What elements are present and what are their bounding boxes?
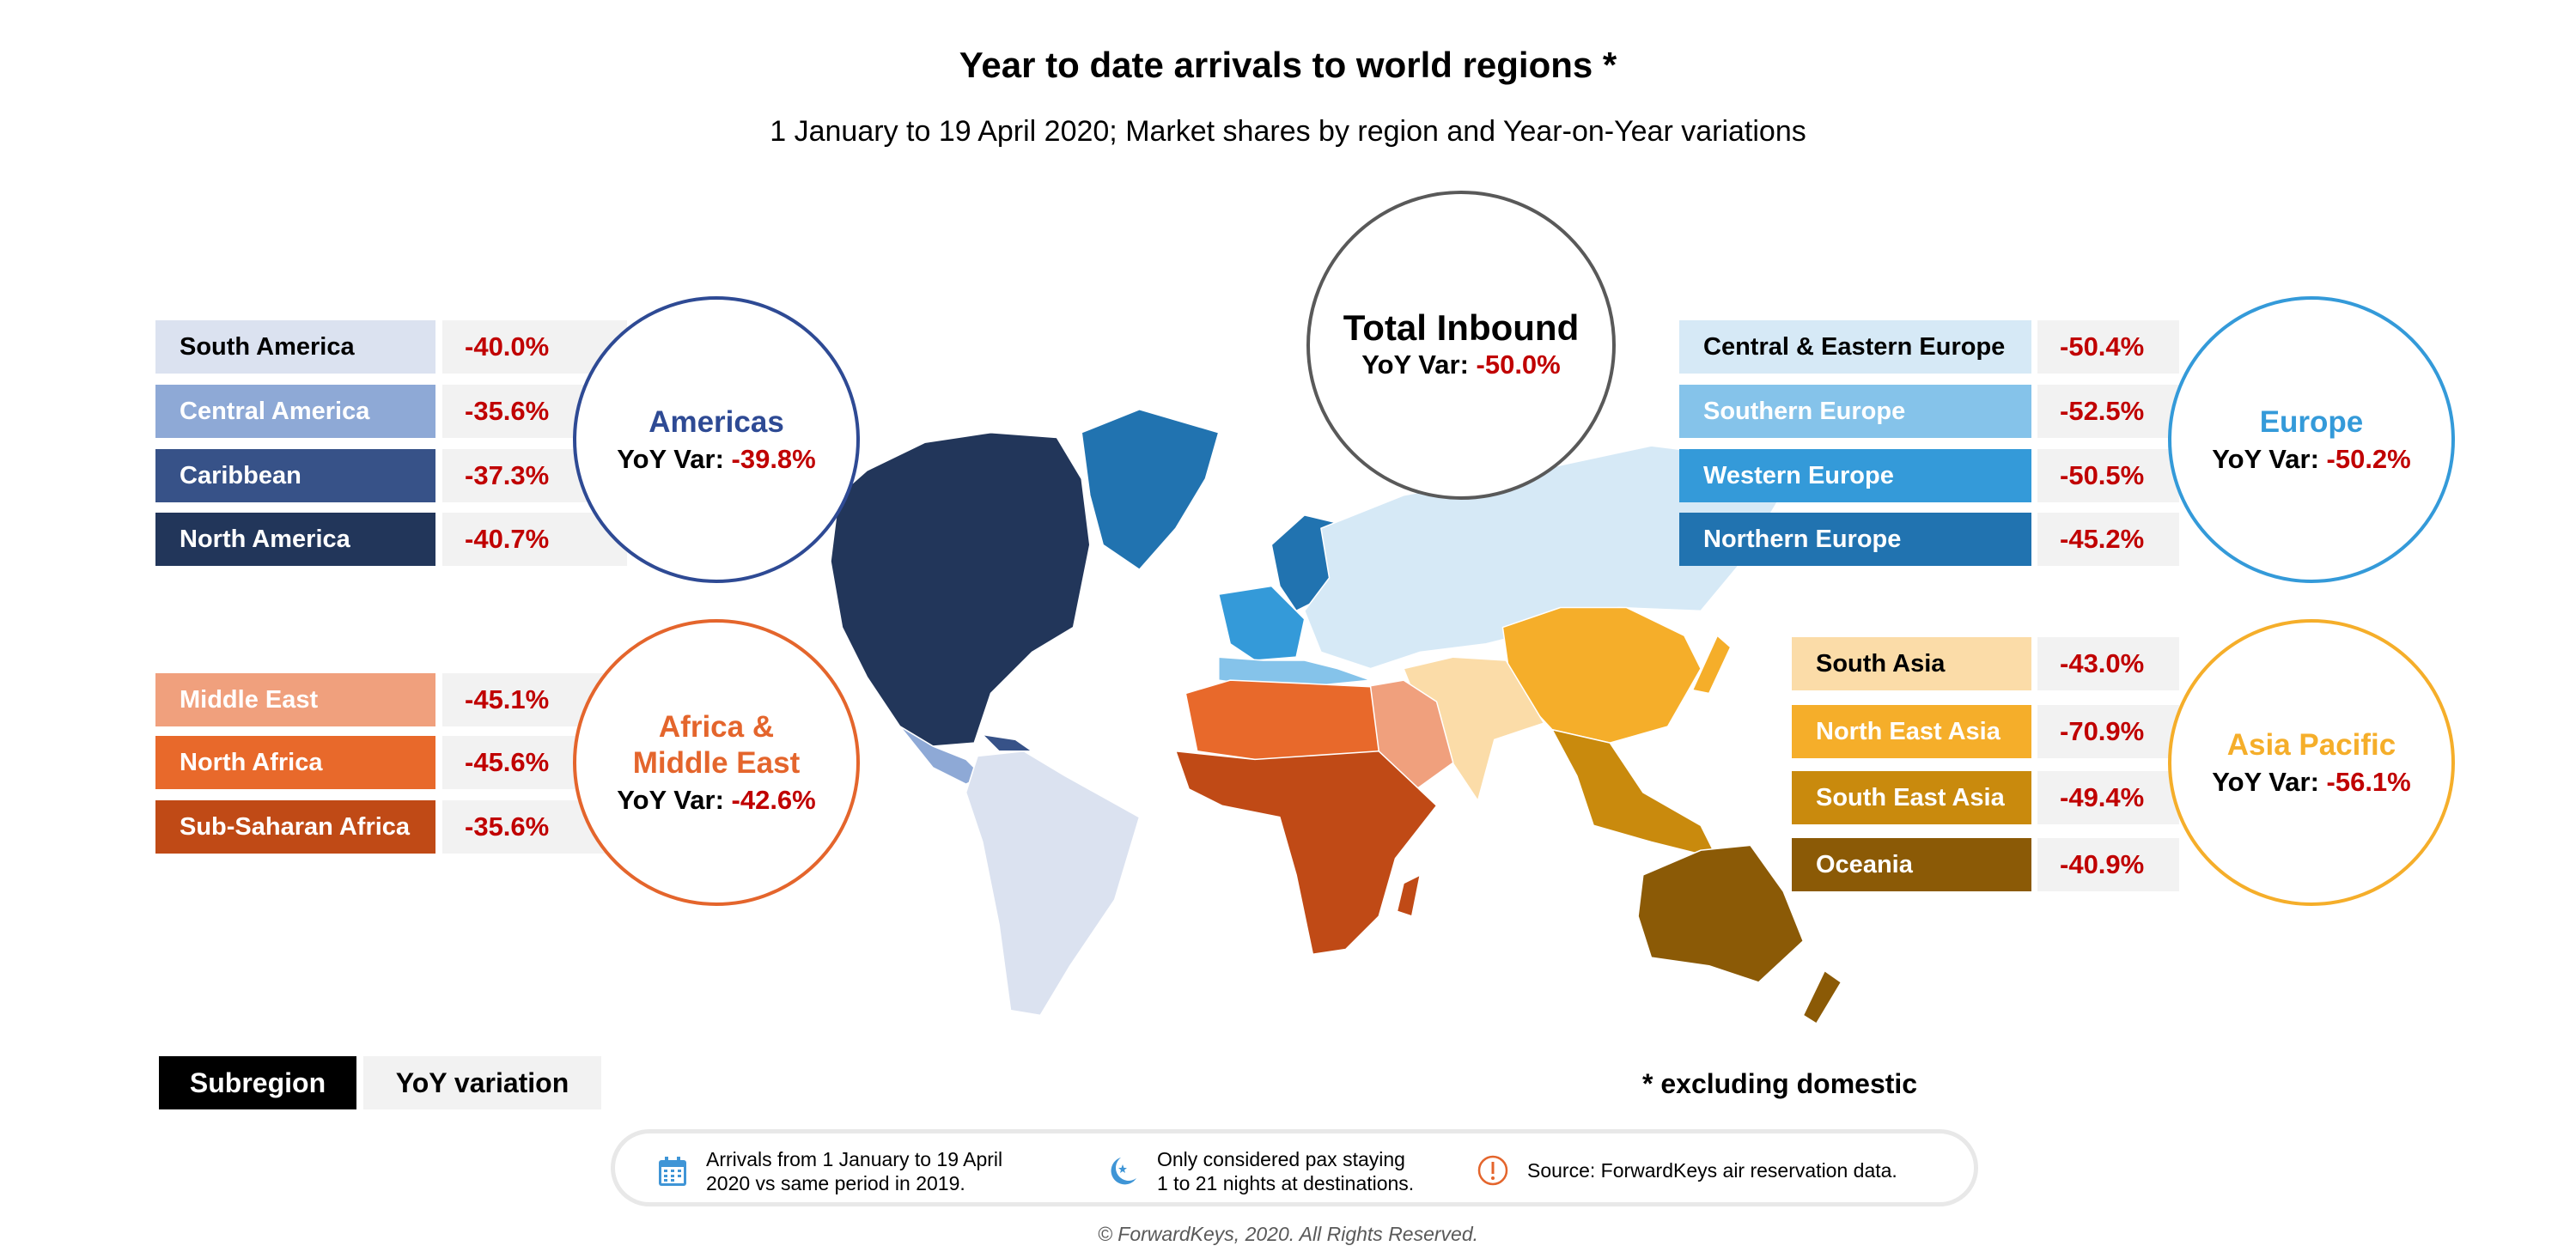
footer-item-dates: Arrivals from 1 January to 19 April 2020 …	[658, 1147, 1002, 1195]
subregion-yoy-value: -50.4%	[2037, 320, 2179, 374]
subregion-label: Middle East	[155, 673, 435, 726]
subregion-label: Central & Eastern Europe	[1679, 320, 2031, 374]
subregion-label: Northern Europe	[1679, 513, 2031, 566]
subregion-label: North East Asia	[1792, 705, 2031, 758]
subregion-label: South Asia	[1792, 637, 2031, 690]
map-sub-saharan-africa	[1175, 751, 1438, 956]
europe-label: Europe	[2259, 405, 2364, 439]
map-madagascar	[1396, 874, 1422, 917]
moon-star-icon	[1111, 1158, 1136, 1185]
asia-pacific-circle: Asia Pacific YoY Var: -56.1%	[2168, 619, 2455, 906]
subregion-yoy-value: -52.5%	[2037, 385, 2179, 438]
footer-item-source: Source: ForwardKeys air reservation data…	[1477, 1155, 1897, 1186]
asia-pacific-yoy: YoY Var: -56.1%	[2212, 767, 2411, 797]
americas-circle: Americas YoY Var: -39.8%	[573, 296, 860, 583]
americas-yoy: YoY Var: -39.8%	[617, 444, 816, 474]
footer-stay-line1: Only considered pax staying	[1157, 1148, 1405, 1170]
africa-middle-east-circle: Africa & Middle East YoY Var: -42.6%	[573, 619, 860, 906]
footer-info-box: Arrivals from 1 January to 19 April 2020 …	[611, 1129, 1978, 1206]
footer-source-text: Source: ForwardKeys air reservation data…	[1527, 1159, 1897, 1182]
americas-label: Americas	[649, 405, 784, 439]
total-inbound-label: Total Inbound	[1343, 307, 1580, 348]
map-south-east-asia	[1551, 729, 1719, 860]
subregion-label: Caribbean	[155, 449, 435, 502]
subregion-label: Sub-Saharan Africa	[155, 800, 435, 854]
subregion-label: North Africa	[155, 736, 435, 789]
subregion-label: South East Asia	[1792, 771, 2031, 824]
subregion-label: North America	[155, 513, 435, 566]
subregion-yoy-value: -49.4%	[2037, 771, 2179, 824]
subregion-yoy-value: -43.0%	[2037, 637, 2179, 690]
total-inbound-circle: Total Inbound YoY Var: -50.0%	[1306, 191, 1616, 500]
subregion-yoy-value: -40.9%	[2037, 838, 2179, 891]
subregion-label: South America	[155, 320, 435, 374]
subregion-yoy-value: -70.9%	[2037, 705, 2179, 758]
subregion-label: Western Europe	[1679, 449, 2031, 502]
map-japan	[1691, 635, 1732, 695]
africa-me-yoy: YoY Var: -42.6%	[617, 785, 816, 815]
subregion-label: Central America	[155, 385, 435, 438]
excluding-domestic-note: * excluding domestic	[1642, 1068, 1918, 1099]
subregion-label: Oceania	[1792, 838, 2031, 891]
calendar-icon	[659, 1157, 686, 1186]
footer-item-stay: Only considered pax staying 1 to 21 night…	[1109, 1147, 1414, 1195]
footer-dates-line2: 2020 vs same period in 2019.	[706, 1172, 965, 1194]
europe-yoy: YoY Var: -50.2%	[2212, 444, 2411, 474]
subregion-yoy-value: -45.2%	[2037, 513, 2179, 566]
subregion-label: Southern Europe	[1679, 385, 2031, 438]
exclamation-circle-icon	[1477, 1155, 1508, 1186]
map-oceania	[1637, 844, 1805, 983]
legend-subregion: Subregion	[159, 1056, 356, 1109]
map-western-europe	[1217, 585, 1306, 661]
footer-stay-line2: 1 to 21 nights at destinations.	[1157, 1172, 1415, 1194]
map-new-zealand	[1802, 969, 1842, 1024]
europe-circle: Europe YoY Var: -50.2%	[2168, 296, 2455, 583]
subregion-yoy-value: -40.7%	[442, 513, 627, 566]
map-caribbean	[982, 733, 1033, 752]
total-yoy: YoY Var: -50.0%	[1361, 349, 1561, 380]
map-south-america	[965, 751, 1141, 1017]
page-title: Year to date arrivals to world regions *	[959, 45, 1617, 85]
legend-yoy-variation: YoY variation	[363, 1056, 601, 1109]
africa-me-label-1: Africa &	[658, 710, 775, 744]
asia-pacific-label: Asia Pacific	[2226, 728, 2396, 762]
map-north-africa	[1184, 679, 1380, 763]
copyright: © ForwardKeys, 2020. All Rights Reserved…	[1097, 1223, 1479, 1245]
map-greenland	[1081, 409, 1220, 571]
subregion-yoy-value: -50.5%	[2037, 449, 2179, 502]
footer-dates-line1: Arrivals from 1 January to 19 April	[706, 1148, 1003, 1170]
africa-me-label-2: Middle East	[632, 746, 801, 780]
map-north-america	[830, 431, 1091, 747]
page-subtitle: 1 January to 19 April 2020; Market share…	[770, 115, 1806, 148]
